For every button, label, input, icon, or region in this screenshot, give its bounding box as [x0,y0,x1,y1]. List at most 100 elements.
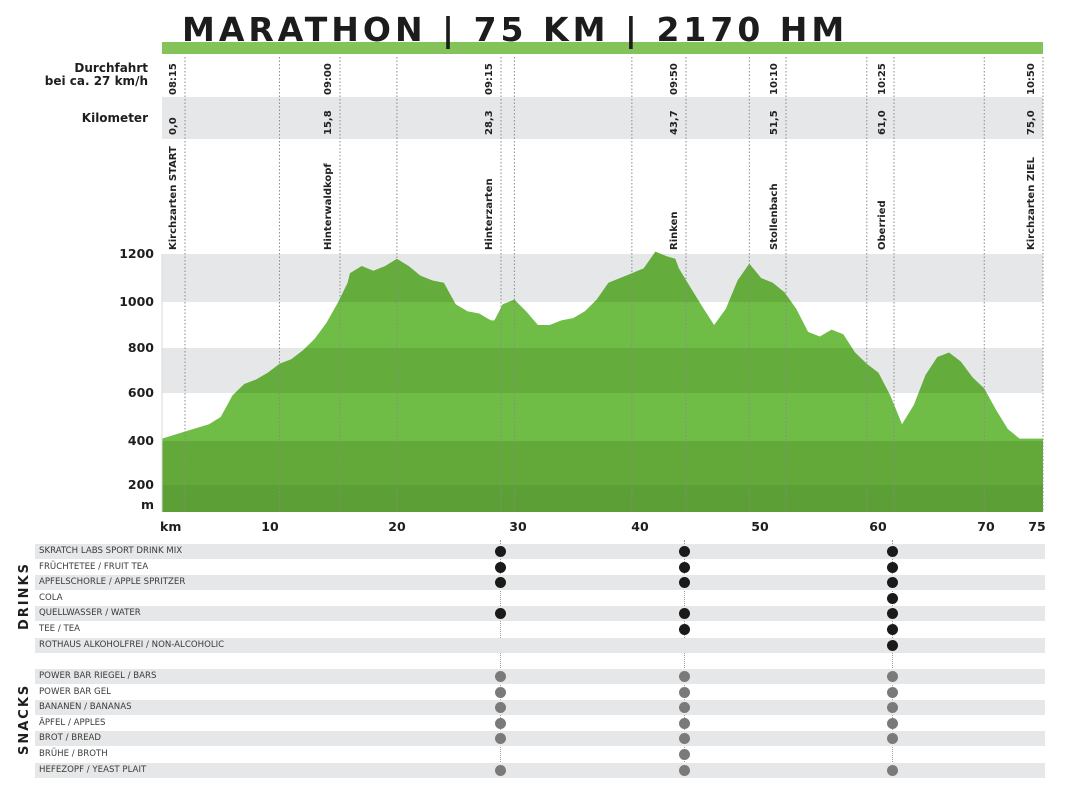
snack-available-dot [494,717,506,729]
drink-available-dot [886,561,898,573]
supply-row: BRÜHE / BROTH [35,747,1045,762]
y-tick-label: 600 [127,385,154,400]
waypoint-time: 09:00 [323,63,334,95]
station-column-line [892,540,893,776]
supply-row: POWER BAR RIEGEL / BARS [35,669,1045,684]
supply-row: COLA [35,591,1045,606]
drinks-category-label: DRINKS [17,561,32,630]
supply-item-label: BRÜHE / BROTH [39,749,108,759]
supply-row: BANANEN / BANANAS [35,700,1045,716]
snack-available-dot [678,749,690,760]
waypoint-time: 08:15 [168,63,179,95]
page-title: MARATHON | 75 KM | 2170 HM [182,10,849,49]
supply-item-label: BROT / BREAD [39,733,102,744]
snack-available-dot [494,764,506,776]
waypoint-name: Rinken [669,211,680,250]
supply-row: TEE / TEA [35,622,1045,637]
snacks-category-label: SNACKS [17,683,32,755]
supply-item-label: ÄPFEL / APPLES [39,717,106,728]
snack-available-dot [678,686,690,698]
waypoint-time: 10:10 [769,63,780,95]
supply-item-label: QUELLWASSER / WATER [39,608,141,619]
drink-available-dot [886,608,898,620]
supply-item-label: APFELSCHORLE / APPLE SPRITZER [39,577,186,588]
drink-available-dot [886,624,898,635]
x-tick-label: 60 [869,519,887,534]
waypoint-km: 28,3 [484,110,495,135]
kilometer-row [162,97,1043,139]
drink-available-dot [494,561,506,573]
supply-row: APFELSCHORLE / APPLE SPRITZER [35,575,1045,591]
waypoint-name: Oberried [877,200,888,250]
station-column-line [500,540,501,776]
supply-item-label: COLA [39,592,63,603]
snack-available-dot [494,686,506,698]
waypoint-name: Kirchzarten ZIEL [1026,157,1037,250]
x-tick-label: 75 [1028,519,1046,534]
snack-available-dot [678,733,690,745]
snack-available-dot [886,686,898,698]
station-column-line [684,540,685,776]
supply-item-label: BANANEN / BANANAS [39,702,132,713]
drink-available-dot [886,639,898,651]
passage-time-row [162,57,1043,97]
snack-available-dot [678,702,690,714]
x-tick-label: 30 [509,519,527,534]
chart-band [162,232,1043,254]
drink-available-dot [678,624,690,635]
drink-available-dot [886,592,898,604]
y-tick-label: 1000 [119,294,154,309]
supply-item-label: HEFEZOPF / YEAST PLAIT [39,764,147,775]
snack-available-dot [886,671,898,682]
x-tick-label: 40 [631,519,649,534]
snack-available-dot [886,702,898,714]
drink-available-dot [494,577,506,589]
snack-available-dot [494,702,506,714]
drink-available-dot [678,577,690,589]
snack-available-dot [494,733,506,745]
waypoint-km: 61,0 [877,110,888,135]
drink-available-dot [678,546,690,557]
drink-available-dot [886,546,898,557]
supply-item-label: SKRATCH LABS SPORT DRINK MIX [39,546,183,556]
waypoint-name: Hinterwaldkopf [323,163,334,250]
drink-available-dot [678,561,690,573]
waypoint-name: Hinterzarten [484,178,495,250]
y-tick-label: 200 [127,477,154,492]
waypoint-name: Kirchzarten START [168,146,179,250]
supply-row: FRÜCHTETEE / FRUIT TEA [35,560,1045,575]
supply-item-label: ROTHAUS ALKOHOLFREI / NON-ALCOHOLIC [39,639,225,650]
drink-available-dot [494,608,506,620]
waypoint-km: 43,7 [669,110,680,135]
x-tick-label: 70 [977,519,995,534]
y-unit-label: m [140,497,154,512]
waypoint-km: 0,0 [168,117,179,135]
waypoint-time: 09:50 [669,63,680,95]
drink-available-dot [494,546,506,557]
snack-available-dot [678,764,690,776]
waypoint-km: 75,0 [1026,110,1037,135]
title-accent-bar [162,42,1043,54]
waypoint-time: 09:15 [484,63,495,95]
supply-item-label: POWER BAR GEL [39,686,111,697]
supply-item-label: POWER BAR RIEGEL / BARS [39,671,157,681]
y-tick-label: 1200 [119,246,154,261]
x-tick-label: 50 [751,519,769,534]
waypoint-km: 15,8 [323,110,334,135]
supply-item-label: FRÜCHTETEE / FRUIT TEA [39,561,149,572]
supply-row: QUELLWASSER / WATER [35,606,1045,622]
drink-available-dot [678,608,690,620]
supply-row: POWER BAR GEL [35,685,1045,700]
supply-row: ROTHAUS ALKOHOLFREI / NON-ALCOHOLIC [35,637,1045,653]
snack-available-dot [886,733,898,745]
snack-available-dot [678,717,690,729]
waypoint-name: Stollenbach [769,183,780,250]
supply-row: BROT / BREAD [35,731,1045,747]
supply-row: ÄPFEL / APPLES [35,716,1045,731]
waypoint-time: 10:25 [877,63,888,95]
drink-available-dot [886,577,898,589]
snack-available-dot [886,717,898,729]
snack-available-dot [678,671,690,682]
snack-available-dot [494,671,506,682]
